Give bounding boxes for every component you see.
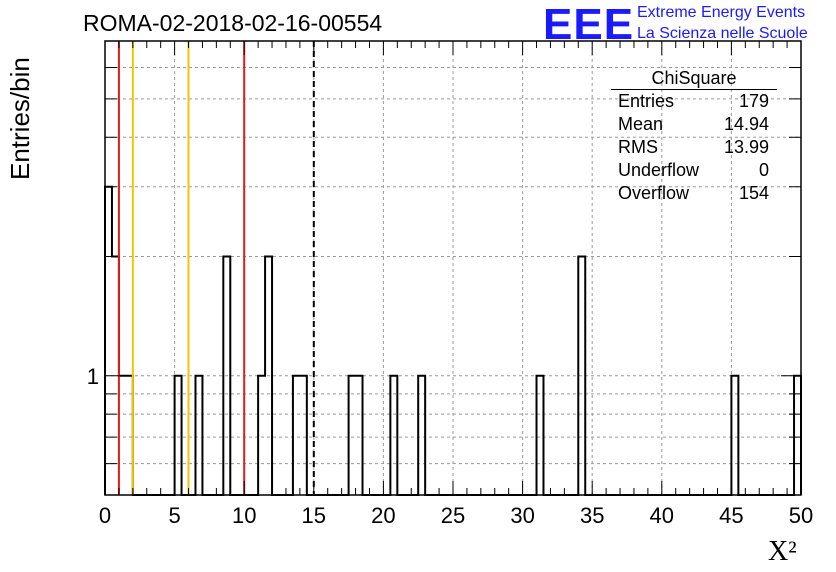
stats-row: RMS 13.99 [611, 136, 777, 159]
stats-value: 179 [738, 91, 769, 111]
stats-label: RMS [618, 137, 658, 157]
stats-row: Mean 14.94 [611, 113, 777, 136]
stats-label: Entries [618, 91, 675, 111]
x-tick-label: 30 [510, 503, 534, 528]
x-tick-label: 5 [168, 503, 180, 528]
x-axis-label: X² [768, 536, 797, 567]
stats-rows: Entries 179 Mean 14.94 RMS 13.99 Underflow 0 Ove… [611, 90, 777, 205]
y-tick-label: 1 [87, 364, 99, 389]
stats-box: ChiSquare Entries 179 Mean 14.94 RMS 13.99 Und… [611, 67, 777, 205]
stats-label: Overflow [618, 183, 690, 203]
stats-row: Underflow 0 [611, 159, 777, 182]
x-tick-label: 25 [441, 503, 465, 528]
histogram-line [104, 185, 802, 496]
stats-row: Overflow 154 [611, 182, 777, 205]
x-tick-label: 35 [580, 503, 604, 528]
stats-value: 14.94 [723, 114, 769, 134]
stats-label: Mean [618, 114, 664, 134]
logo-subtitle-line1: Extreme Energy Events [637, 4, 806, 21]
x-tick-label: 50 [789, 503, 813, 528]
stats-value: 154 [738, 183, 769, 203]
x-tick-label: 20 [371, 503, 395, 528]
x-tick-label: 10 [232, 503, 256, 528]
stats-row: Entries 179 [611, 90, 777, 113]
stats-value: 0 [758, 160, 769, 180]
logo-subtitle-line2: La Scienza nelle Scuole [637, 25, 808, 42]
x-tick-label: 0 [99, 503, 111, 528]
stats-value: 13.99 [723, 137, 769, 157]
x-tick-label: 15 [302, 503, 326, 528]
x-tick-label: 45 [719, 503, 743, 528]
stats-title: ChiSquare [611, 67, 777, 90]
x-tick-label: 40 [650, 503, 674, 528]
stats-label: Underflow [618, 160, 700, 180]
chart-title: ROMA-02-2018-02-16-00554 [83, 10, 383, 36]
